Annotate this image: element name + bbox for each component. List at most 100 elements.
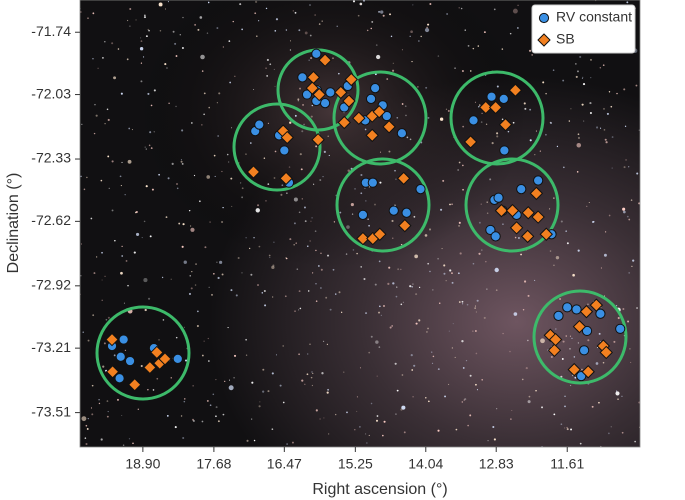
star bbox=[535, 389, 537, 392]
star bbox=[513, 312, 518, 316]
star bbox=[149, 131, 152, 134]
star bbox=[540, 338, 545, 344]
star bbox=[587, 303, 589, 305]
star bbox=[132, 442, 134, 445]
star bbox=[418, 286, 421, 289]
star bbox=[212, 393, 215, 396]
star bbox=[454, 356, 456, 358]
star bbox=[611, 136, 614, 138]
star bbox=[126, 19, 129, 22]
star bbox=[636, 307, 638, 309]
star bbox=[144, 308, 147, 312]
diamond-marker bbox=[589, 298, 604, 312]
star bbox=[228, 161, 230, 163]
star bbox=[245, 237, 247, 239]
star bbox=[376, 54, 381, 60]
star bbox=[378, 260, 381, 263]
star bbox=[343, 371, 345, 373]
star bbox=[403, 431, 406, 434]
star bbox=[628, 218, 631, 221]
star bbox=[271, 428, 274, 430]
star bbox=[299, 307, 302, 310]
diamond-marker bbox=[581, 365, 595, 379]
star bbox=[147, 297, 151, 300]
star bbox=[569, 348, 571, 350]
star bbox=[91, 384, 94, 387]
circle-marker bbox=[493, 192, 504, 203]
star bbox=[386, 78, 389, 80]
star bbox=[566, 428, 569, 431]
star bbox=[527, 294, 530, 297]
star bbox=[529, 139, 532, 142]
star bbox=[328, 154, 330, 157]
star bbox=[354, 428, 356, 431]
star bbox=[228, 385, 234, 391]
star bbox=[509, 32, 512, 35]
star bbox=[148, 29, 150, 32]
y-tick-label: -73.51 bbox=[31, 403, 71, 419]
star bbox=[196, 324, 199, 328]
regions bbox=[95, 48, 628, 401]
circle-marker bbox=[579, 345, 590, 356]
star bbox=[180, 159, 182, 161]
star bbox=[274, 85, 276, 87]
star bbox=[573, 356, 576, 358]
star bbox=[418, 319, 421, 322]
diamond-marker bbox=[509, 221, 524, 235]
star bbox=[357, 14, 360, 17]
star bbox=[475, 311, 478, 313]
region-circle bbox=[332, 70, 428, 166]
star bbox=[512, 8, 518, 14]
star bbox=[105, 318, 108, 321]
star bbox=[289, 121, 292, 124]
star bbox=[335, 293, 337, 295]
star bbox=[527, 339, 529, 342]
star bbox=[574, 376, 577, 379]
star bbox=[427, 262, 430, 265]
star bbox=[128, 127, 131, 130]
star bbox=[562, 79, 565, 82]
diamond-marker bbox=[547, 343, 562, 358]
star bbox=[599, 67, 601, 69]
star bbox=[85, 424, 88, 427]
star bbox=[327, 388, 330, 391]
star bbox=[464, 398, 467, 401]
star bbox=[411, 369, 414, 371]
circle-marker bbox=[415, 184, 426, 195]
star bbox=[103, 342, 106, 345]
star bbox=[92, 314, 95, 317]
star bbox=[617, 398, 619, 401]
star bbox=[216, 27, 219, 30]
star bbox=[583, 120, 585, 122]
star bbox=[304, 31, 308, 35]
star bbox=[625, 159, 627, 161]
y-tick-label: -72.33 bbox=[31, 150, 71, 166]
star bbox=[359, 367, 362, 369]
legend-box bbox=[531, 4, 636, 54]
star bbox=[472, 330, 474, 332]
star bbox=[566, 426, 568, 429]
star bbox=[354, 187, 356, 190]
star bbox=[114, 240, 116, 242]
star bbox=[545, 133, 547, 136]
star bbox=[199, 200, 201, 203]
diamond-marker bbox=[521, 206, 535, 220]
sky-background bbox=[80, 0, 640, 447]
star bbox=[371, 20, 374, 23]
star bbox=[107, 316, 110, 319]
star bbox=[635, 84, 638, 87]
star bbox=[628, 166, 630, 168]
diamond-marker bbox=[398, 218, 412, 233]
star bbox=[233, 377, 235, 379]
star bbox=[414, 254, 418, 259]
star bbox=[527, 400, 531, 404]
region-circle bbox=[449, 70, 545, 166]
star bbox=[481, 112, 483, 114]
star bbox=[143, 14, 146, 17]
star bbox=[485, 123, 488, 125]
star bbox=[590, 77, 592, 79]
star bbox=[412, 4, 414, 6]
star bbox=[203, 113, 205, 116]
circle-marker bbox=[118, 334, 129, 345]
